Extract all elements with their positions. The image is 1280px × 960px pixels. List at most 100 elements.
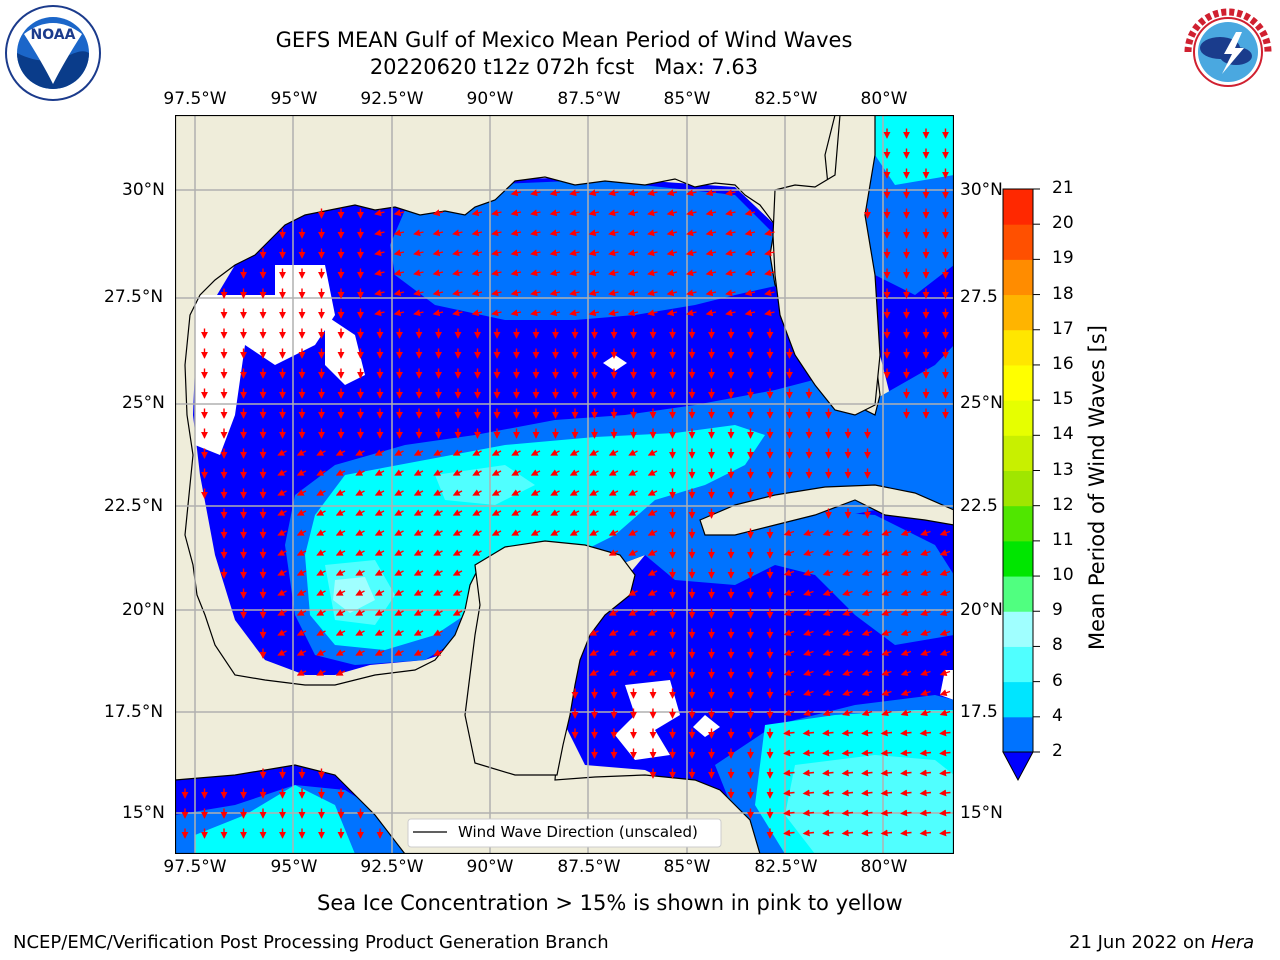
wind-wave-arrow — [277, 549, 287, 556]
colorbar-tick-label: 2 — [1052, 741, 1063, 761]
wind-wave-arrow — [861, 529, 873, 537]
lon-tick-bottom: 82.5°W — [754, 857, 818, 877]
wind-wave-arrow — [452, 469, 463, 476]
wind-wave-arrow — [920, 649, 931, 657]
wind-wave-arrow — [394, 589, 404, 596]
lon-tick-top: 82.5°W — [754, 89, 818, 109]
wind-wave-arrow — [413, 649, 424, 656]
wind-wave-arrow — [432, 309, 444, 317]
wind-wave-arrow — [803, 689, 814, 697]
wind-wave-arrow — [374, 489, 385, 496]
wind-wave-arrow — [550, 449, 560, 456]
wind-wave-arrow — [861, 649, 873, 657]
wind-wave-arrow — [627, 209, 639, 217]
wind-wave-arrow — [939, 609, 951, 617]
wind-wave-arrow — [666, 269, 678, 277]
wind-wave-arrow — [588, 269, 600, 277]
wind-wave-arrow — [530, 209, 541, 217]
wind-wave-arrows — [181, 128, 951, 839]
wind-wave-arrow — [549, 209, 561, 217]
wind-wave-arrow — [335, 469, 346, 476]
footer-host: Hera — [1211, 932, 1255, 953]
wind-wave-arrow — [939, 709, 951, 717]
wind-wave-arrow — [530, 229, 541, 237]
wind-wave-arrow — [316, 529, 326, 536]
wind-wave-arrow — [647, 229, 658, 237]
wind-wave-arrow — [433, 649, 443, 656]
wind-wave-arrow — [842, 589, 853, 597]
colorbar-under-arrow — [1002, 751, 1034, 782]
wind-wave-arrow — [530, 309, 541, 317]
wind-wave-arrow — [277, 469, 287, 476]
wind-wave-arrow — [822, 789, 834, 797]
wind-wave-arrow — [491, 229, 502, 237]
colorbar-tick-label: 14 — [1052, 424, 1074, 445]
wind-wave-arrow — [919, 789, 932, 797]
wind-wave-arrow — [471, 289, 483, 297]
wind-wave-arrow — [939, 789, 951, 797]
wind-wave-arrow — [842, 609, 853, 617]
footer-credit: NCEP/EMC/Verification Post Processing Pr… — [13, 932, 609, 953]
wind-wave-arrow — [881, 689, 892, 697]
wind-wave-arrow — [705, 229, 717, 237]
colorbar-tick-label: 10 — [1052, 565, 1074, 586]
wind-wave-arrow — [822, 829, 834, 837]
wind-wave-arrow — [550, 469, 560, 476]
wind-wave-arrow — [393, 269, 405, 277]
wind-wave-arrow — [881, 529, 892, 537]
wind-wave-arrow — [432, 209, 444, 217]
wind-wave-arrow — [647, 569, 658, 576]
wind-wave-arrow — [413, 229, 424, 237]
wind-wave-arrow — [296, 449, 307, 456]
wind-wave-arrow — [647, 189, 658, 197]
wind-wave-arrow — [861, 809, 873, 817]
wind-wave-arrow — [296, 589, 307, 596]
wind-wave-arrow — [842, 529, 853, 537]
wind-wave-arrow — [452, 249, 463, 257]
wind-wave-arrow — [628, 589, 638, 596]
wind-wave-arrow — [628, 509, 638, 516]
colorbar-segment — [1003, 540, 1033, 577]
wind-wave-arrow — [471, 309, 483, 317]
wind-wave-arrow — [842, 669, 853, 677]
wind-wave-arrow — [939, 569, 951, 577]
lon-tick-bottom: 80°W — [860, 857, 908, 877]
wind-wave-arrow — [744, 289, 756, 297]
lat-tick-right: 25°N — [960, 393, 1003, 413]
wind-wave-arrow — [569, 489, 580, 496]
wind-wave-arrow — [355, 609, 365, 616]
wind-wave-arrow — [822, 749, 834, 757]
colorbar-tick-label: 11 — [1052, 529, 1074, 550]
wind-wave-arrow — [861, 789, 873, 797]
gulf-map: Wind Wave Direction (unscaled) — [175, 115, 954, 854]
wind-wave-arrow — [861, 689, 873, 697]
lat-tick-right: 27.5 — [960, 287, 998, 307]
colorbar-segment — [1003, 400, 1033, 436]
wind-wave-arrow — [530, 529, 541, 536]
wind-wave-arrow — [764, 229, 775, 237]
wind-wave-arrow — [686, 189, 697, 197]
wind-wave-arrow — [569, 269, 580, 277]
wind-wave-arrow — [549, 269, 561, 277]
wind-wave-arrow — [666, 189, 678, 197]
wind-wave-arrow — [472, 509, 482, 516]
wind-wave-arrow — [355, 529, 365, 536]
wind-wave-arrow — [355, 649, 365, 656]
wind-wave-arrow — [589, 669, 599, 676]
wind-wave-arrow — [433, 529, 443, 536]
lon-tick-bottom: 92.5°W — [360, 857, 424, 877]
wind-wave-arrow — [628, 669, 638, 676]
wind-wave-arrow — [608, 509, 619, 516]
colorbar-segment — [1003, 470, 1033, 507]
wind-wave-arrow — [881, 569, 892, 577]
colorbar-tick-label: 18 — [1052, 283, 1074, 304]
wind-wave-arrow — [277, 449, 287, 456]
wind-wave-arrow — [472, 489, 482, 496]
wind-wave-arrow — [628, 549, 638, 556]
wind-wave-arrow — [608, 449, 619, 456]
wind-wave-arrow — [783, 789, 795, 797]
wind-wave-arrow — [647, 609, 658, 616]
wind-wave-arrow — [472, 469, 482, 476]
lat-tick-left: 30°N — [122, 180, 165, 200]
wind-wave-arrow — [900, 529, 912, 537]
